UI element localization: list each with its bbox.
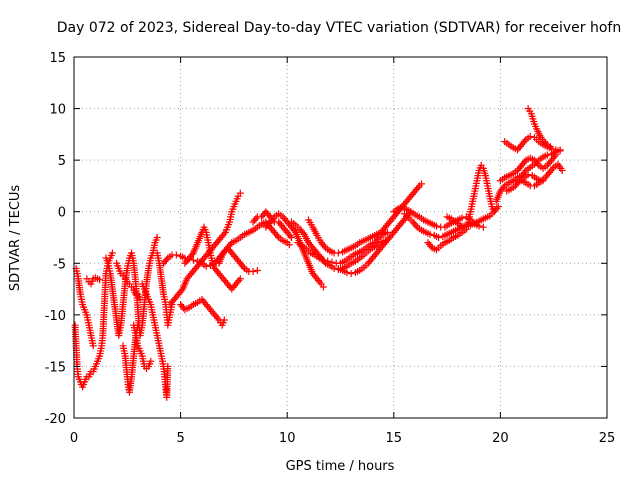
data-point	[558, 166, 566, 174]
data-point	[540, 138, 548, 146]
data-point	[285, 241, 293, 249]
data-point	[547, 143, 555, 151]
data-point	[499, 184, 507, 192]
data-point	[556, 147, 564, 155]
data-point	[273, 232, 281, 240]
data-point	[164, 362, 172, 370]
data-point	[188, 251, 196, 259]
data-point	[427, 242, 435, 250]
plot-frame	[73, 56, 608, 419]
data-point	[526, 132, 534, 140]
data-point	[202, 262, 210, 270]
data-point	[479, 223, 487, 231]
data-point	[539, 177, 547, 185]
data-point	[514, 178, 522, 186]
data-point	[458, 214, 466, 222]
y-tick-label: 10	[49, 103, 66, 118]
data-point	[236, 189, 244, 197]
data-point	[552, 146, 560, 154]
data-point	[521, 137, 529, 145]
data-points	[71, 105, 566, 401]
data-point	[418, 180, 426, 188]
y-tick-label: -10	[45, 309, 66, 324]
data-point	[432, 222, 440, 230]
data-point	[373, 235, 381, 243]
data-point	[220, 230, 228, 238]
data-point	[542, 139, 550, 147]
data-point	[414, 184, 422, 192]
y-tick-label: -5	[53, 257, 66, 272]
data-point	[108, 249, 116, 257]
data-point	[214, 314, 222, 322]
data-point	[96, 276, 104, 284]
data-point	[324, 257, 332, 265]
data-point	[548, 165, 556, 173]
x-axis-label: GPS time / hours	[286, 459, 395, 474]
data-point	[287, 234, 295, 241]
data-point	[426, 230, 434, 238]
data-point	[319, 283, 327, 291]
data-point	[521, 158, 529, 166]
data-point	[460, 223, 468, 231]
data-point	[253, 267, 261, 275]
y-tick-label: -15	[45, 360, 66, 375]
x-tick-label: 0	[70, 431, 78, 446]
x-tick-label: 5	[176, 431, 184, 446]
data-point	[524, 171, 532, 179]
data-point	[239, 263, 247, 271]
data-point	[543, 151, 551, 159]
data-point	[328, 258, 336, 266]
data-point	[550, 153, 558, 161]
data-point	[290, 227, 298, 235]
data-point	[521, 168, 529, 176]
data-point	[319, 256, 327, 264]
data-point	[153, 234, 161, 241]
data-point	[249, 268, 257, 276]
y-tick-label: 0	[58, 206, 66, 221]
y-tick-label: 15	[49, 51, 66, 66]
data-point	[220, 316, 228, 324]
data-point	[383, 228, 391, 236]
y-tick-label: 5	[58, 154, 66, 169]
axis-ticks: 0 5 10 15 20 25 -20 -15 -10 -5 0 5 10 15	[45, 51, 616, 446]
data-point	[412, 221, 420, 229]
data-point	[347, 270, 355, 278]
x-tick-label: 10	[279, 431, 296, 446]
data-point	[316, 278, 324, 286]
data-point	[435, 234, 443, 241]
data-point	[236, 275, 244, 283]
data-point	[136, 295, 144, 303]
data-point	[177, 287, 185, 295]
data-point	[494, 203, 502, 211]
x-tick-label: 20	[492, 431, 509, 446]
data-point	[147, 357, 155, 365]
data-point	[320, 242, 328, 250]
data-point	[533, 160, 541, 168]
data-point	[299, 229, 307, 237]
chart-title: Day 072 of 2023, Sidereal Day-to-day VTE…	[57, 20, 621, 36]
data-point	[172, 251, 180, 259]
y-axis-label: SDTVAR / TECUs	[8, 185, 23, 292]
data-point	[343, 269, 351, 277]
y-tick-label: -20	[45, 412, 66, 427]
data-point	[89, 342, 97, 350]
data-point	[490, 208, 498, 216]
data-point	[235, 276, 243, 284]
data-point	[226, 240, 234, 248]
data-point	[286, 232, 294, 240]
data-point	[162, 256, 170, 264]
data-point	[252, 215, 260, 223]
x-tick-label: 15	[386, 431, 403, 446]
x-tick-label: 25	[599, 431, 616, 446]
data-point	[269, 215, 277, 223]
data-point	[334, 249, 342, 257]
